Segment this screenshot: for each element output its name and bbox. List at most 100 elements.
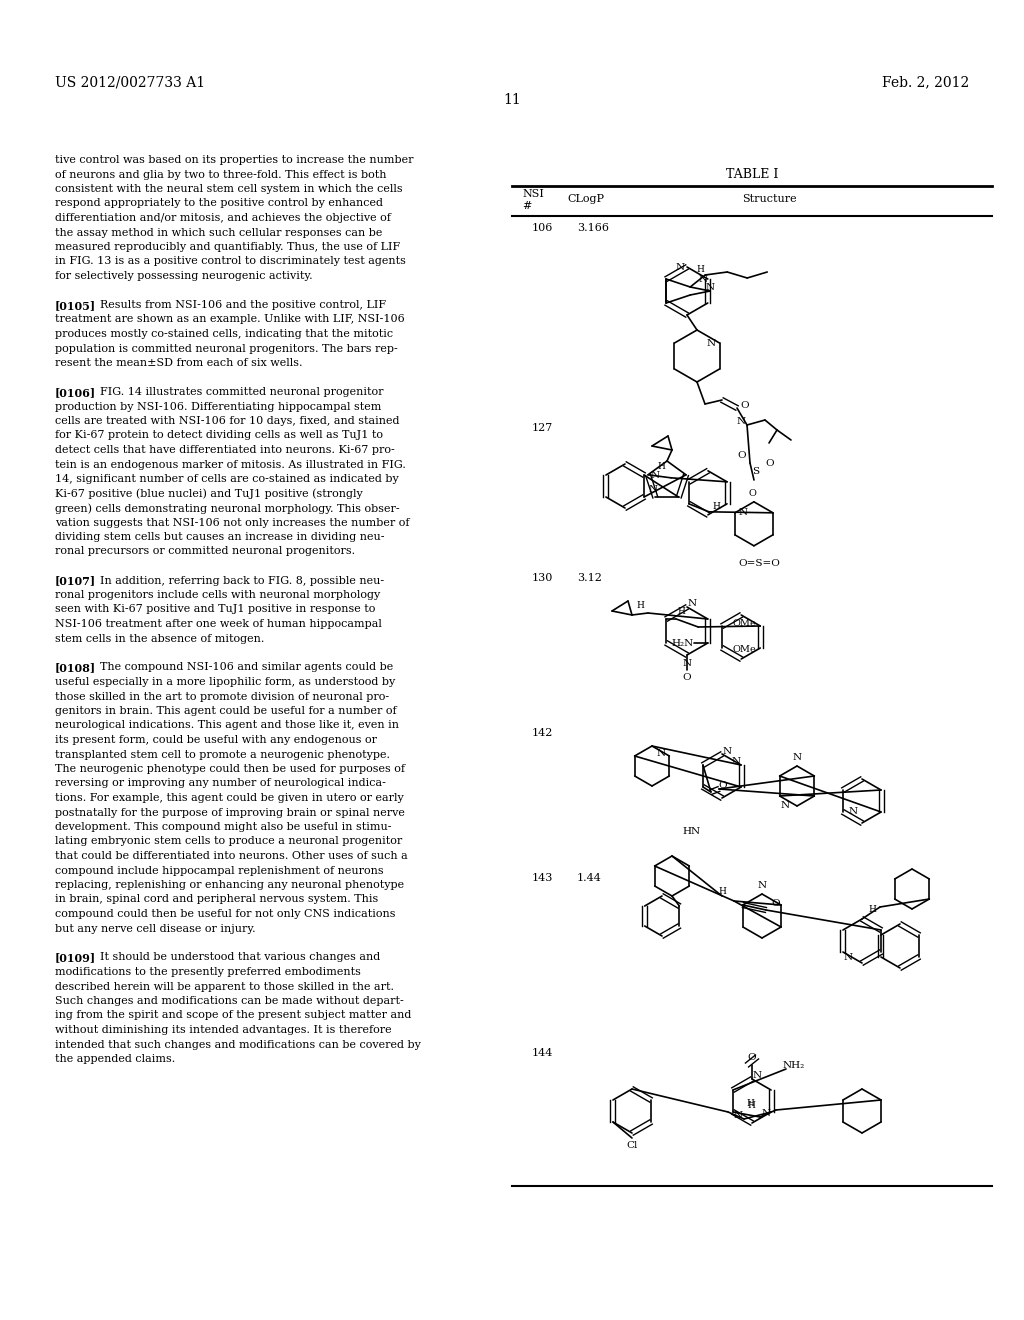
Text: in FIG. 13 is as a positive control to discriminately test agents: in FIG. 13 is as a positive control to d… [55,256,406,267]
Text: H: H [746,1100,754,1109]
Text: modifications to the presently preferred embodiments: modifications to the presently preferred… [55,968,360,977]
Text: N: N [650,471,659,480]
Text: 144: 144 [532,1048,553,1059]
Text: N: N [758,882,767,891]
Text: the assay method in which such cellular responses can be: the assay method in which such cellular … [55,227,382,238]
Text: in brain, spinal cord and peripheral nervous system. This: in brain, spinal cord and peripheral ner… [55,895,378,904]
Text: but any nerve cell disease or injury.: but any nerve cell disease or injury. [55,924,256,933]
Text: consistent with the neural stem cell system in which the cells: consistent with the neural stem cell sys… [55,183,402,194]
Text: for Ki-67 protein to detect dividing cells as well as TuJ1 to: for Ki-67 protein to detect dividing cel… [55,430,383,441]
Text: measured reproducibly and quantifiably. Thus, the use of LIF: measured reproducibly and quantifiably. … [55,242,400,252]
Text: detect cells that have differentiated into neurons. Ki-67 pro-: detect cells that have differentiated in… [55,445,394,455]
Text: O: O [719,781,727,791]
Text: N: N [736,417,745,425]
Text: O: O [748,1052,757,1061]
Text: H: H [636,602,644,610]
Text: N: N [676,263,685,272]
Text: N: N [687,599,696,609]
Text: 142: 142 [532,729,553,738]
Text: N: N [731,758,740,767]
Text: NSI-106 treatment after one week of human hippocampal: NSI-106 treatment after one week of huma… [55,619,382,630]
Text: stem cells in the absence of mitogen.: stem cells in the absence of mitogen. [55,634,264,644]
Text: Structure: Structure [742,194,797,205]
Text: Such changes and modifications can be made without depart-: Such changes and modifications can be ma… [55,997,403,1006]
Text: that could be differentiated into neurons. Other uses of such a: that could be differentiated into neuron… [55,851,408,861]
Text: differentiation and/or mitosis, and achieves the objective of: differentiation and/or mitosis, and achi… [55,213,391,223]
Text: [0108]: [0108] [55,663,96,673]
Text: S: S [753,466,760,475]
Text: 130: 130 [532,573,553,583]
Text: OMe: OMe [732,645,756,655]
Text: dividing stem cells but causes an increase in dividing neu-: dividing stem cells but causes an increa… [55,532,384,543]
Text: resent the mean±SD from each of six wells.: resent the mean±SD from each of six well… [55,358,302,368]
Text: NH₂: NH₂ [783,1060,805,1069]
Text: its present form, could be useful with any endogenous or: its present form, could be useful with a… [55,735,377,744]
Text: CLogP: CLogP [567,194,604,205]
Text: tions. For example, this agent could be given in utero or early: tions. For example, this agent could be … [55,793,403,803]
Text: without diminishing its intended advantages. It is therefore: without diminishing its intended advanta… [55,1026,391,1035]
Text: N: N [849,808,857,817]
Text: N: N [762,1110,771,1118]
Text: development. This compound might also be useful in stimu-: development. This compound might also be… [55,822,391,832]
Text: H: H [712,503,720,511]
Text: 3.12: 3.12 [577,573,602,583]
Text: H: H [748,1101,755,1110]
Text: 143: 143 [532,873,553,883]
Text: #: # [522,201,531,211]
Text: the appended claims.: the appended claims. [55,1053,175,1064]
Text: for selectively possessing neurogenic activity.: for selectively possessing neurogenic ac… [55,271,312,281]
Text: FIG. 14 illustrates committed neuronal progenitor: FIG. 14 illustrates committed neuronal p… [86,387,384,397]
Text: OMe: OMe [732,619,756,628]
Text: N: N [844,953,853,961]
Text: N: N [753,1071,762,1080]
Text: compound could then be useful for not only CNS indications: compound could then be useful for not on… [55,909,395,919]
Text: [0106]: [0106] [55,387,96,399]
Text: production by NSI-106. Differentiating hippocampal stem: production by NSI-106. Differentiating h… [55,401,381,412]
Text: [0107]: [0107] [55,576,96,586]
Text: H: H [657,462,665,471]
Text: cells are treated with NSI-106 for 10 days, fixed, and stained: cells are treated with NSI-106 for 10 da… [55,416,399,426]
Text: produces mostly co-stained cells, indicating that the mitotic: produces mostly co-stained cells, indica… [55,329,393,339]
Text: [0109]: [0109] [55,953,96,964]
Text: O: O [683,672,691,681]
Text: N: N [648,484,657,494]
Text: N: N [733,1111,742,1121]
Text: described herein will be apparent to those skilled in the art.: described herein will be apparent to tho… [55,982,394,991]
Text: H: H [718,887,726,895]
Text: genitors in brain. This agent could be useful for a number of: genitors in brain. This agent could be u… [55,706,396,715]
Text: N: N [723,747,731,755]
Text: NSI: NSI [522,189,544,199]
Text: respond appropriately to the positive control by enhanced: respond appropriately to the positive co… [55,198,383,209]
Text: Results from NSI-106 and the positive control, LIF: Results from NSI-106 and the positive co… [86,300,386,310]
Text: N: N [682,659,691,668]
Text: treatment are shown as an example. Unlike with LIF, NSI-106: treatment are shown as an example. Unlik… [55,314,404,325]
Text: O: O [737,450,746,459]
Text: ing from the spirit and scope of the present subject matter and: ing from the spirit and scope of the pre… [55,1011,412,1020]
Text: O: O [740,400,750,409]
Text: compound include hippocampal replenishment of neurons: compound include hippocampal replenishme… [55,866,384,875]
Text: [0105]: [0105] [55,300,96,312]
Text: N: N [738,508,748,517]
Text: H: H [677,606,685,615]
Text: N: N [656,748,666,758]
Text: The neurogenic phenotype could then be used for purposes of: The neurogenic phenotype could then be u… [55,764,406,774]
Text: The compound NSI-106 and similar agents could be: The compound NSI-106 and similar agents … [86,663,393,672]
Text: Feb. 2, 2012: Feb. 2, 2012 [882,75,969,88]
Text: In addition, referring back to FIG. 8, possible neu-: In addition, referring back to FIG. 8, p… [86,576,384,586]
Text: US 2012/0027733 A1: US 2012/0027733 A1 [55,75,205,88]
Text: of neurons and glia by two to three-fold. This effect is both: of neurons and glia by two to three-fold… [55,169,386,180]
Text: HN: HN [683,826,701,836]
Text: 11: 11 [503,92,521,107]
Text: N: N [780,801,790,810]
Text: O: O [749,488,756,498]
Text: green) cells demonstrating neuronal morphology. This obser-: green) cells demonstrating neuronal morp… [55,503,399,513]
Text: N: N [706,282,715,292]
Text: O: O [766,458,774,467]
Text: those skilled in the art to promote division of neuronal pro-: those skilled in the art to promote divi… [55,692,389,701]
Text: transplanted stem cell to promote a neurogenic phenotype.: transplanted stem cell to promote a neur… [55,750,390,759]
Text: lating embryonic stem cells to produce a neuronal progenitor: lating embryonic stem cells to produce a… [55,837,402,846]
Text: tein is an endogenous marker of mitosis. As illustrated in FIG.: tein is an endogenous marker of mitosis.… [55,459,406,470]
Text: 1.44: 1.44 [577,873,602,883]
Text: vation suggests that NSI-106 not only increases the number of: vation suggests that NSI-106 not only in… [55,517,410,528]
Text: Cl: Cl [627,1142,638,1151]
